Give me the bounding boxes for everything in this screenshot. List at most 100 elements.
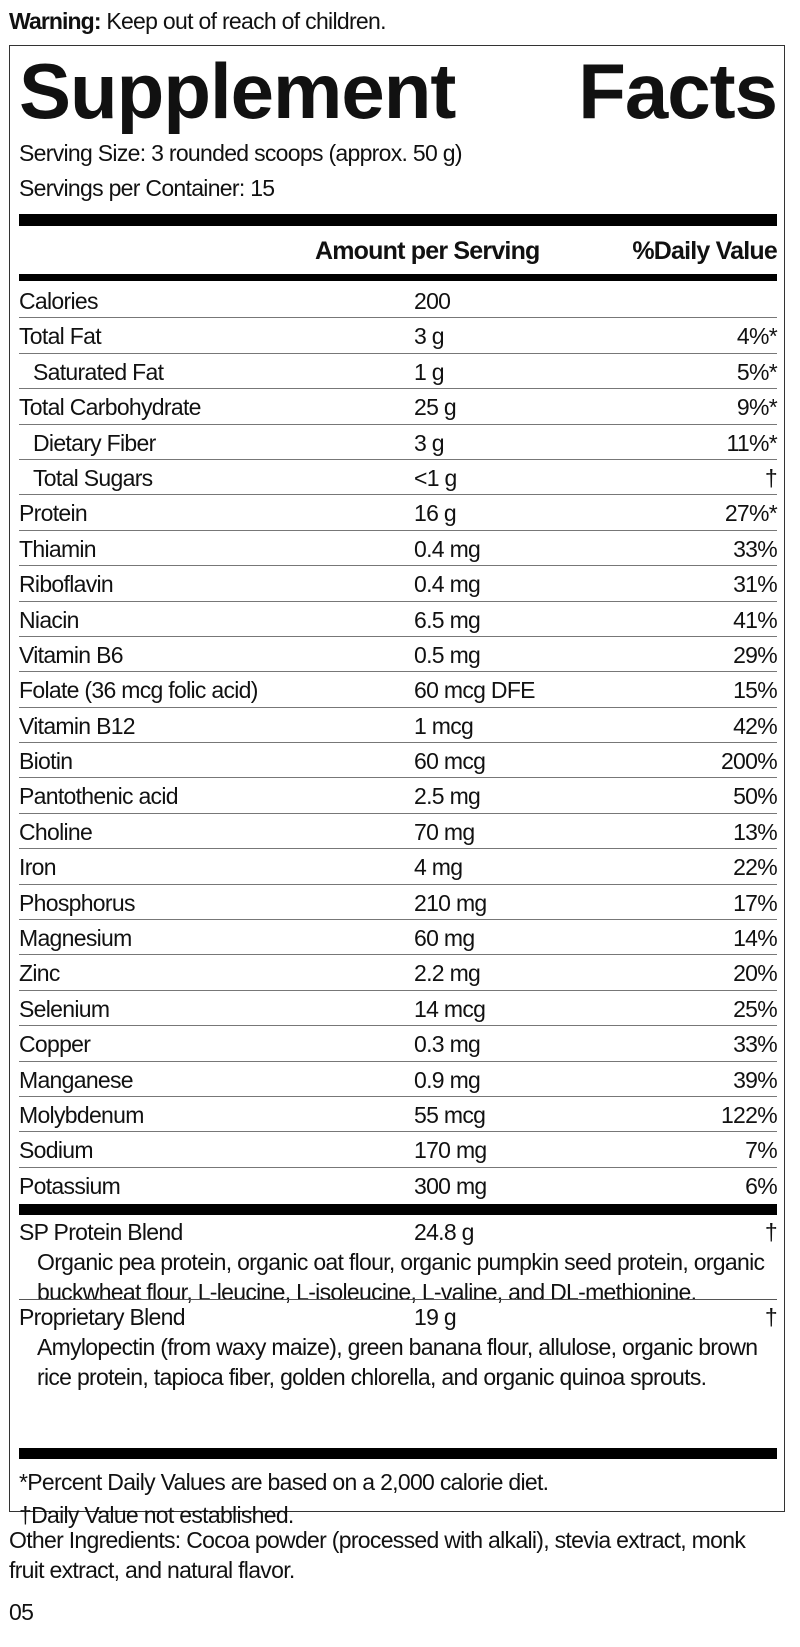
blend-dv: † (764, 1304, 778, 1330)
nutrient-name: Selenium (19, 995, 110, 1022)
blend-amount: 19 g (414, 1304, 457, 1330)
blend-dv: † (764, 1219, 778, 1245)
nutrient-name: Folate (36 mcg folic acid) (19, 677, 258, 704)
nutrient-amount: 170 mg (414, 1137, 487, 1164)
nutrient-name: Iron (19, 854, 57, 881)
nutrient-name: Total Sugars (33, 464, 153, 491)
nutrient-dv: 11%* (726, 429, 778, 456)
nutrient-name: Copper (19, 1031, 91, 1058)
nutrient-name: Biotin (19, 748, 73, 775)
label-code: 05 (9, 1599, 34, 1625)
nutrient-amount: 3 g (414, 323, 445, 350)
nutrient-row: Riboflavin 0.4 mg 31% (19, 566, 778, 602)
nutrient-row: Total Fat 3 g 4%* (19, 318, 778, 354)
supplement-facts-panel: Supplement Facts Serving Size: 3 rounded … (9, 45, 785, 1527)
nutrient-dv: 200% (720, 748, 778, 775)
nutrient-amount: 60 mcg DFE (414, 677, 536, 704)
thick-divider (19, 1448, 777, 1459)
nutrient-dv: 9%* (736, 394, 778, 421)
thin-divider (19, 1299, 777, 1300)
nutrient-amount: 25 g (414, 394, 457, 421)
warning-text: Warning: Keep out of reach of children. (9, 10, 386, 33)
nutrient-amount: 0.9 mg (414, 1066, 481, 1093)
nutrient-dv: 22% (733, 854, 778, 881)
title-word-supplement: Supplement (19, 47, 456, 135)
nutrient-amount: 4 mg (414, 854, 463, 881)
nutrient-name: Riboflavin (19, 571, 114, 598)
nutrient-row: Niacin 6.5 mg 41% (19, 602, 778, 637)
nutrient-amount: 14 mcg (414, 995, 486, 1022)
nutrient-row: Choline 70 mg 13% (19, 814, 778, 850)
nutrient-row: Thiamin 0.4 mg 33% (19, 531, 778, 567)
nutrient-name: Pantothenic acid (19, 783, 179, 810)
nutrient-amount: 55 mcg (414, 1101, 486, 1128)
nutrient-dv: 25% (733, 995, 778, 1022)
nutrient-row: Calories 200 (19, 283, 777, 319)
nutrient-name: Sodium (19, 1137, 93, 1164)
nutrient-row: Potassium 300 mg 6% (19, 1168, 778, 1203)
nutrient-name: Protein (19, 500, 88, 527)
nutrient-name: Dietary Fiber (33, 429, 156, 456)
nutrient-row: Magnesium 60 mg 14% (19, 920, 778, 956)
other-ingredients: Other Ingredients: Cocoa powder (process… (9, 1527, 746, 1583)
title-word-facts: Facts (578, 47, 778, 135)
servings-per-container: Servings per Container: 15 (19, 175, 275, 201)
nutrient-amount: 16 g (414, 500, 457, 527)
nutrient-row: Vitamin B6 0.5 mg 29% (19, 637, 778, 673)
nutrient-name: Niacin (19, 606, 79, 633)
nutrient-name: Phosphorus (19, 889, 135, 916)
nutrient-name: Potassium (19, 1172, 121, 1199)
nutrient-row: Pantothenic acid 2.5 mg 50% (19, 778, 778, 814)
thick-divider (19, 1204, 777, 1215)
nutrient-dv: 5%* (736, 358, 778, 385)
nutrient-amount: 6.5 mg (414, 606, 481, 633)
blend-name: SP Protein Blend (19, 1219, 183, 1245)
nutrient-dv: 6% (745, 1172, 778, 1199)
nutrient-dv: 122% (720, 1101, 778, 1128)
nutrient-name: Choline (19, 818, 93, 845)
nutrient-amount: 0.3 mg (414, 1031, 481, 1058)
nutrient-amount: 2.5 mg (414, 783, 481, 810)
nutrient-dv: 13% (733, 818, 778, 845)
nutrient-name: Vitamin B12 (19, 712, 136, 739)
nutrient-name: Thiamin (19, 535, 97, 562)
nutrient-row: Selenium 14 mcg 25% (19, 991, 778, 1027)
nutrient-row: Phosphorus 210 mg 17% (19, 885, 778, 921)
nutrient-table: Calories 200 Total Fat 3 g 4%* Saturated Fat 1… (19, 283, 778, 1203)
nutrient-dv: 31% (733, 571, 778, 598)
nutrient-row: Copper 0.3 mg 33% (19, 1026, 778, 1062)
nutrient-row: Folate (36 mcg folic acid) 60 mcg DFE 15% (19, 672, 778, 708)
nutrient-dv: 14% (733, 925, 778, 952)
nutrient-row: Dietary Fiber 3 g 11%* (19, 425, 778, 460)
blend-name: Proprietary Blend (19, 1304, 186, 1330)
footnote-dv: *Percent Daily Values are based on a 2,0… (19, 1469, 549, 1495)
nutrient-amount: 0.5 mg (414, 641, 481, 668)
panel-title: Supplement Facts (19, 47, 778, 135)
nutrient-amount: 70 mg (414, 818, 475, 845)
warning-message: Keep out of reach of children. (106, 8, 386, 34)
warning-label: Warning: (9, 8, 102, 34)
nutrient-dv: 4%* (736, 323, 778, 350)
nutrient-dv: † (764, 464, 778, 491)
footnote-dagger: †Daily Value not established. (19, 1502, 294, 1528)
nutrient-name: Molybdenum (19, 1101, 144, 1128)
nutrient-name: Total Carbohydrate (19, 394, 201, 421)
nutrient-dv: 50% (733, 783, 778, 810)
nutrient-name: Zinc (19, 960, 60, 987)
nutrient-name: Vitamin B6 (19, 641, 124, 668)
nutrient-dv: 7% (745, 1137, 778, 1164)
nutrient-dv: 33% (733, 535, 778, 562)
amount-header: Amount per Serving (315, 237, 540, 265)
nutrient-amount: 2.2 mg (414, 960, 481, 987)
nutrient-row: Manganese 0.9 mg 39% (19, 1062, 778, 1097)
nutrient-amount: 210 mg (414, 889, 487, 916)
nutrient-name: Magnesium (19, 925, 132, 952)
nutrient-dv: 15% (733, 677, 778, 704)
nutrient-amount: 0.4 mg (414, 571, 481, 598)
nutrient-name: Manganese (19, 1066, 134, 1093)
nutrient-row: Protein 16 g 27%* (19, 495, 778, 531)
medium-divider (19, 274, 777, 281)
nutrient-row: Zinc 2.2 mg 20% (19, 955, 778, 991)
nutrient-amount: 1 g (414, 358, 445, 385)
blend-amount: 24.8 g (414, 1219, 474, 1245)
